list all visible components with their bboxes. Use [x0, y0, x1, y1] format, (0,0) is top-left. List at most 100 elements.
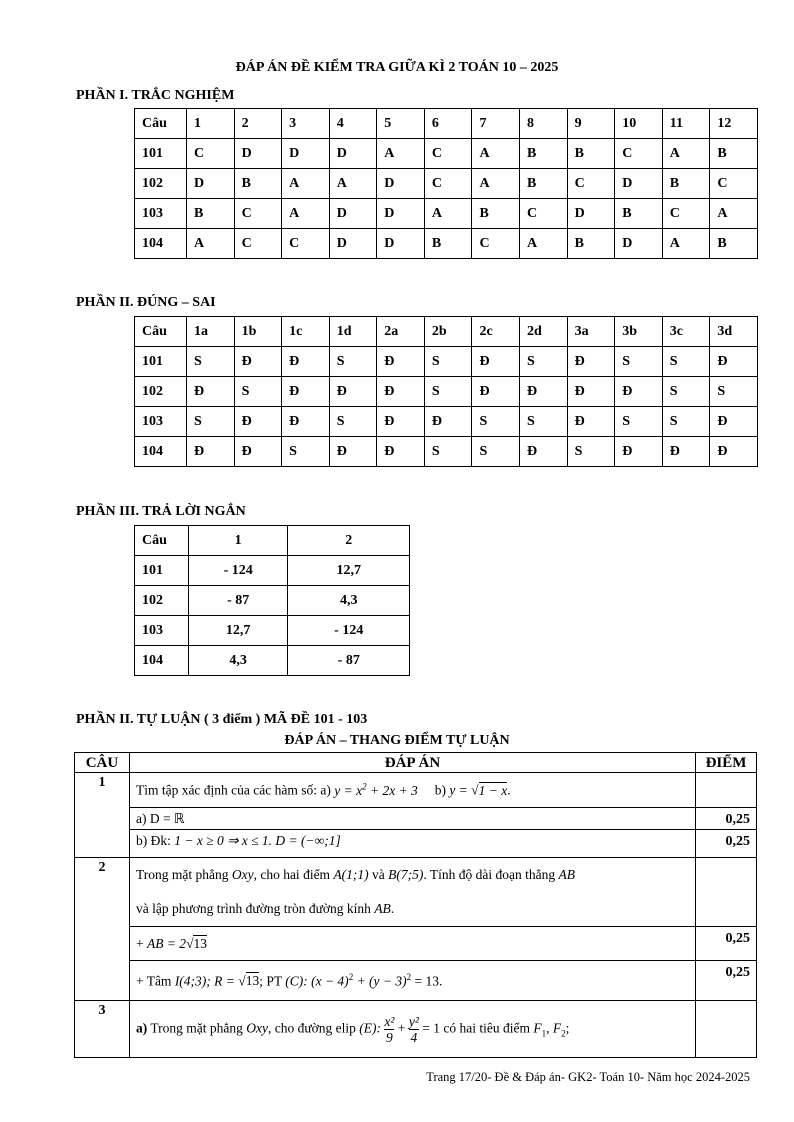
part3-heading: PHẦN III. TRẢ LỜI NGẮN: [76, 504, 246, 519]
q1-fb-root: 1 − x: [478, 781, 508, 798]
q1-b-row: b) Đk: 1 − x ≥ 0 ⇒ x ≤ 1. D = (−∞;1] 0,2…: [75, 829, 757, 858]
answer-cell: B: [709, 228, 758, 259]
table-row: 103 S Đ Đ S Đ Đ S S Đ S S Đ: [134, 406, 758, 437]
m: (E):: [359, 1020, 382, 1036]
answer-cell: A: [709, 198, 758, 229]
answer-cell: D: [233, 138, 283, 169]
answer-cell: A: [376, 138, 425, 169]
sup: 2: [362, 781, 367, 792]
q2-s1-points: 0,25: [695, 926, 757, 961]
answer-cell: A: [471, 138, 521, 169]
header-cell: 2d: [519, 316, 568, 347]
answer-cell: - 87: [287, 645, 410, 676]
part4-heading: PHẦN II. TỰ LUẬN ( 3 điểm ) MÃ ĐỀ 101 - …: [76, 712, 368, 727]
answer-cell: C: [471, 228, 521, 259]
answer-cell: B: [566, 138, 616, 169]
answer-cell: Đ: [614, 436, 663, 467]
header-cell: 5: [376, 108, 425, 139]
answer-cell: C: [233, 198, 283, 229]
answer-cell: Đ: [376, 436, 425, 467]
exam-code-cell: 103: [134, 198, 187, 229]
answer-cell: C: [566, 168, 616, 199]
answer-cell: A: [281, 198, 330, 229]
header-cell: 2b: [423, 316, 473, 347]
answer-cell: Đ: [328, 376, 378, 407]
essay-table: CÂU ĐÁP ÁN ĐIỂM 1 Tìm tập xác định của c…: [74, 752, 757, 1058]
header-cell: Câu: [134, 108, 187, 139]
exam-code-cell: 103: [134, 406, 187, 437]
m: 4: [410, 1029, 418, 1045]
document-title: ĐÁP ÁN ĐỀ KIỂM TRA GIỮA KÌ 2 TOÁN 10 – 2…: [235, 60, 559, 75]
m: = 1: [422, 1020, 440, 1036]
header-cell: 1: [185, 108, 235, 139]
answer-cell: S: [423, 346, 473, 377]
answer-cell: A: [328, 168, 378, 199]
sup: 2: [348, 971, 354, 982]
table-row: 104 A C C D D B C A B D A B: [134, 228, 758, 259]
answer-cell: Đ: [566, 376, 616, 407]
exam-code-cell: 102: [134, 168, 187, 199]
col-header-cau: CÂU: [74, 752, 130, 773]
header-cell: 6: [423, 108, 473, 139]
answer-cell: Đ: [709, 436, 758, 467]
q1-fa: y = x: [334, 782, 363, 798]
answer-cell: D: [614, 228, 663, 259]
q3-number: 3: [74, 1000, 130, 1058]
answer-cell: C: [614, 138, 663, 169]
answer-cell: Đ: [233, 346, 283, 377]
m: Oxy: [246, 1020, 268, 1036]
header-cell: 3a: [566, 316, 616, 347]
q2-prompt-row: 2 Trong mặt phẳng Oxy, cho hai điểm A(1;…: [74, 857, 757, 1001]
exam-code-cell: 102: [134, 376, 187, 407]
answer-cell: A: [281, 168, 330, 199]
answer-cell: Đ: [519, 436, 568, 467]
q1-b-label: b) Đk:: [135, 833, 171, 848]
answer-cell: D: [328, 228, 378, 259]
q1-func-a: y = x2 + 2x + 3: [334, 781, 418, 798]
m: F: [533, 1020, 542, 1036]
m: x²: [384, 1013, 395, 1030]
t: + Tâm: [135, 973, 172, 989]
header-cell: 3: [281, 108, 330, 139]
answer-cell: S: [328, 346, 378, 377]
q1-number: 1: [74, 772, 130, 858]
part2-answer-table: Câu 1a 1b 1c 1d 2a 2b 2c 2d 3a 3b 3c 3d 101 S Đ Đ S Đ S Đ S Đ S…: [134, 316, 758, 467]
answer-cell: D: [614, 168, 663, 199]
exam-code-cell: 101: [134, 555, 189, 586]
answer-cell: A: [185, 228, 235, 259]
answer-cell: B: [519, 138, 568, 169]
answer-cell: Đ: [614, 376, 663, 407]
answer-cell: S: [614, 346, 663, 377]
header-cell: 1b: [233, 316, 283, 347]
q1-prompt: Tìm tập xác định của các hàm số: a) y = …: [128, 772, 697, 808]
q1-func-b: y = √1 − x: [449, 781, 508, 798]
m: + (y − 3): [356, 973, 407, 989]
answer-cell: S: [328, 406, 378, 437]
answer-cell: S: [185, 346, 235, 377]
header-cell: 9: [566, 108, 616, 139]
col-header-dap-an: ĐÁP ÁN: [128, 752, 697, 773]
answer-cell: Đ: [709, 406, 758, 437]
answer-cell: S: [185, 406, 235, 437]
header-cell: 3b: [614, 316, 663, 347]
answer-cell: - 124: [187, 555, 289, 586]
answer-cell: C: [423, 138, 473, 169]
m: 9: [386, 1029, 393, 1045]
answer-cell: B: [566, 228, 616, 259]
t: Trong mặt phẳng: [135, 867, 229, 882]
answer-cell: C: [709, 168, 758, 199]
answer-cell: D: [566, 198, 616, 229]
q3-row: 3 a) Trong mặt phẳng Oxy, cho đường elip…: [74, 1000, 757, 1058]
q1-b-answer: b) Đk: 1 − x ≥ 0 ⇒ x ≤ 1. D = (−∞;1]: [128, 829, 697, 858]
part2-heading: PHẦN II. ĐÚNG – SAI: [76, 295, 216, 310]
essay-header-row: CÂU ĐÁP ÁN ĐIỂM: [74, 752, 757, 773]
header-cell: 2a: [376, 316, 425, 347]
answer-cell: Đ: [661, 436, 711, 467]
exam-code-cell: 101: [134, 138, 187, 169]
t: . Tính độ dài đoạn thẳng: [423, 867, 556, 882]
answer-cell: S: [519, 346, 568, 377]
answer-cell: D: [376, 168, 425, 199]
answer-cell: D: [328, 138, 378, 169]
exam-code-cell: 104: [134, 645, 189, 676]
part1-heading: PHẦN I. TRẮC NGHIỆM: [76, 88, 235, 103]
